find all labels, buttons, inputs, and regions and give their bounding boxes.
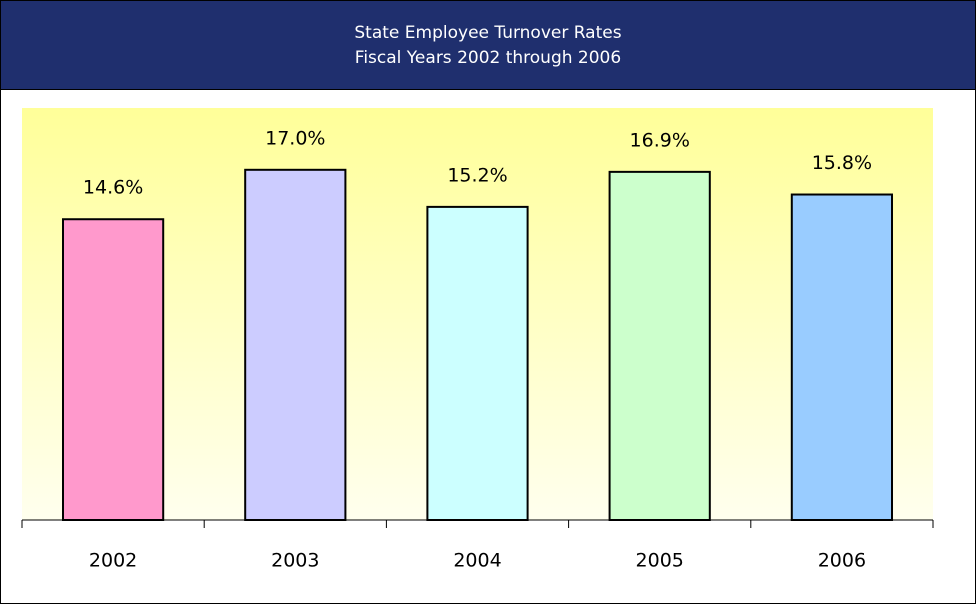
bar	[61, 218, 165, 522]
value-label: 15.2%	[447, 164, 507, 186]
value-label: 15.8%	[812, 152, 872, 174]
x-tick-label: 2006	[818, 550, 866, 572]
value-label: 16.9%	[630, 129, 690, 151]
bar	[608, 170, 711, 522]
value-label: 17.0%	[265, 127, 325, 149]
x-tick-label: 2003	[271, 550, 319, 572]
bar	[244, 168, 347, 522]
x-tick-label: 2005	[636, 550, 684, 572]
bar	[426, 205, 529, 521]
x-tick-label: 2002	[89, 550, 137, 572]
bar	[790, 193, 894, 522]
chart-subtitle: Fiscal Years 2002 through 2006	[355, 48, 621, 68]
header	[0, 0, 976, 90]
x-tick-label: 2004	[453, 550, 501, 572]
chart-title: State Employee Turnover Rates	[354, 23, 621, 43]
value-label: 14.6%	[83, 177, 143, 199]
